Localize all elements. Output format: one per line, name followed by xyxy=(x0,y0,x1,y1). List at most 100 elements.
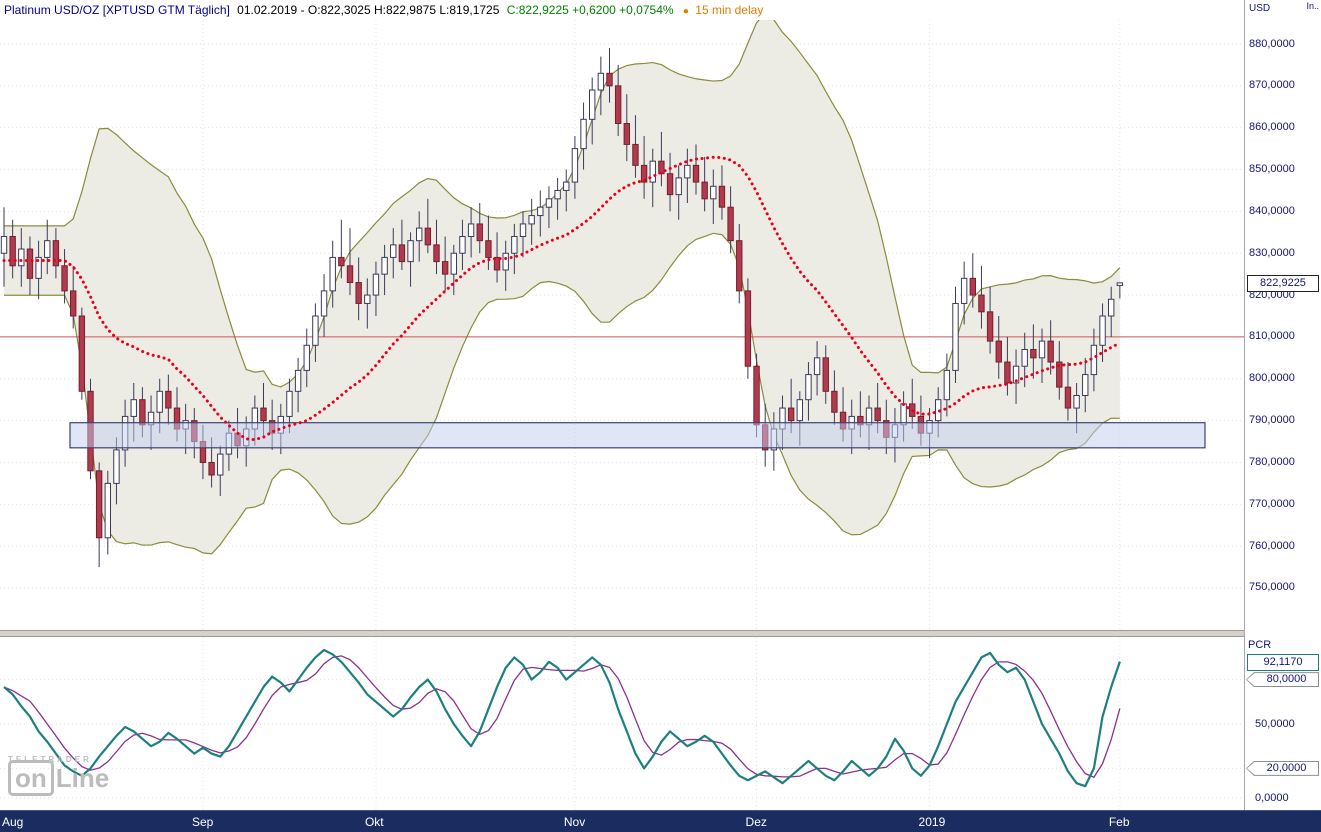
last-price-badge: 822,9225 xyxy=(1247,274,1319,292)
candle xyxy=(511,223,518,275)
price-tick-label: 850,0000 xyxy=(1249,163,1295,176)
candle xyxy=(1012,349,1020,404)
chart-header: Platinum USD/OZ [XPTUSD GTM Täglich] 01.… xyxy=(0,0,1248,20)
candle xyxy=(18,228,25,287)
candle xyxy=(952,286,959,383)
candle xyxy=(355,257,362,321)
time-scale-axis[interactable]: Aug Sep Okt Nov Dez 2019 Feb xyxy=(0,810,1321,832)
candle xyxy=(1004,336,1011,396)
candle xyxy=(407,232,414,287)
price-tick-label: 880,0000 xyxy=(1249,37,1295,50)
ohlc-values: 01.02.2019 - O:822,3025 H:822,9875 L:819… xyxy=(237,3,500,17)
candle xyxy=(813,341,821,396)
delay-label: 15 min delay xyxy=(695,3,764,17)
candle xyxy=(346,228,354,296)
candle xyxy=(805,362,812,421)
candle xyxy=(571,136,579,199)
candle xyxy=(554,177,561,220)
candle xyxy=(710,169,717,224)
time-axis-label: Aug xyxy=(2,815,24,829)
candle xyxy=(580,102,587,170)
candle xyxy=(450,244,458,296)
bollinger-fill xyxy=(4,20,1120,554)
candle xyxy=(433,219,440,275)
candle xyxy=(666,152,674,212)
price-tick-label: 760,0000 xyxy=(1249,539,1295,552)
candle xyxy=(493,232,501,283)
ma-dotted-line xyxy=(2,155,1122,442)
candle xyxy=(960,261,968,325)
candle xyxy=(718,165,726,220)
candle xyxy=(294,357,302,413)
candle xyxy=(675,165,682,220)
teletrader-watermark-logo: TELETRADER on Line xyxy=(8,755,109,796)
change-values: C:822,9225 +0,6200 +0,0754% xyxy=(506,3,674,17)
candle xyxy=(589,77,596,145)
time-axis-label: Dez xyxy=(745,815,767,829)
indicator-tick-marker: 20,0000 xyxy=(1246,760,1319,776)
candle xyxy=(381,244,388,296)
support-zone xyxy=(69,422,1206,449)
candle xyxy=(416,211,423,262)
candle xyxy=(476,203,483,254)
candle xyxy=(701,156,708,212)
indicator-chart-canvas[interactable] xyxy=(0,637,1244,810)
price-tick-label: 870,0000 xyxy=(1249,79,1295,92)
candle xyxy=(1038,328,1046,383)
candle xyxy=(104,470,111,555)
candle xyxy=(658,131,665,187)
candle xyxy=(52,228,60,279)
panel-splitter[interactable] xyxy=(0,630,1321,637)
candle xyxy=(70,265,77,329)
candle xyxy=(649,148,656,208)
candle xyxy=(467,207,475,258)
candle xyxy=(0,207,8,287)
candle xyxy=(502,240,509,291)
price-tick-label: 780,0000 xyxy=(1249,455,1295,468)
time-axis-label: 2019 xyxy=(918,815,946,829)
candle xyxy=(606,48,613,103)
indicator-tick-marker: 80,0000 xyxy=(1246,672,1319,688)
price-tick-label: 800,0000 xyxy=(1249,372,1295,385)
candle xyxy=(338,219,345,279)
candle xyxy=(1021,332,1028,388)
candle xyxy=(943,353,951,417)
price-tick-label: 750,0000 xyxy=(1249,581,1295,594)
price-tick-label: 860,0000 xyxy=(1249,121,1295,134)
candle xyxy=(1082,357,1089,413)
candle xyxy=(744,278,752,379)
indicator-tick-label: 0,0000 xyxy=(1255,791,1289,804)
time-axis-label: Okt xyxy=(364,815,384,829)
corner-tool-label[interactable]: In.. xyxy=(1306,1,1319,11)
candle xyxy=(614,64,622,137)
candle xyxy=(113,437,120,505)
candle xyxy=(1047,320,1054,375)
candle xyxy=(528,198,535,245)
candle xyxy=(320,274,328,337)
candle xyxy=(329,240,336,308)
symbol-title: Platinum USD/OZ [XPTUSD GTM Täglich] xyxy=(4,3,230,17)
delay-bullet-icon: ● xyxy=(682,6,689,17)
candle xyxy=(165,374,172,425)
candle xyxy=(978,265,985,329)
candle xyxy=(398,219,406,270)
candle xyxy=(831,370,838,425)
watermark-brand-text: TELETRADER xyxy=(8,755,92,764)
candle xyxy=(44,219,51,275)
currency-label: USD xyxy=(1249,3,1271,14)
candle xyxy=(640,136,648,199)
candle xyxy=(1056,341,1063,400)
candle xyxy=(1108,286,1115,337)
candle xyxy=(969,253,976,308)
price-chart-canvas[interactable] xyxy=(0,20,1244,631)
candle xyxy=(684,148,691,204)
candle xyxy=(519,211,527,258)
candle xyxy=(597,56,605,116)
candle xyxy=(563,169,570,212)
price-scale-axis[interactable]: USD In.. 880,0000 870,0000 860,0000 850,000… xyxy=(1244,0,1321,810)
candle xyxy=(78,307,86,400)
time-axis-label: Feb xyxy=(1108,815,1130,829)
candle xyxy=(217,445,224,496)
candle xyxy=(61,249,68,304)
